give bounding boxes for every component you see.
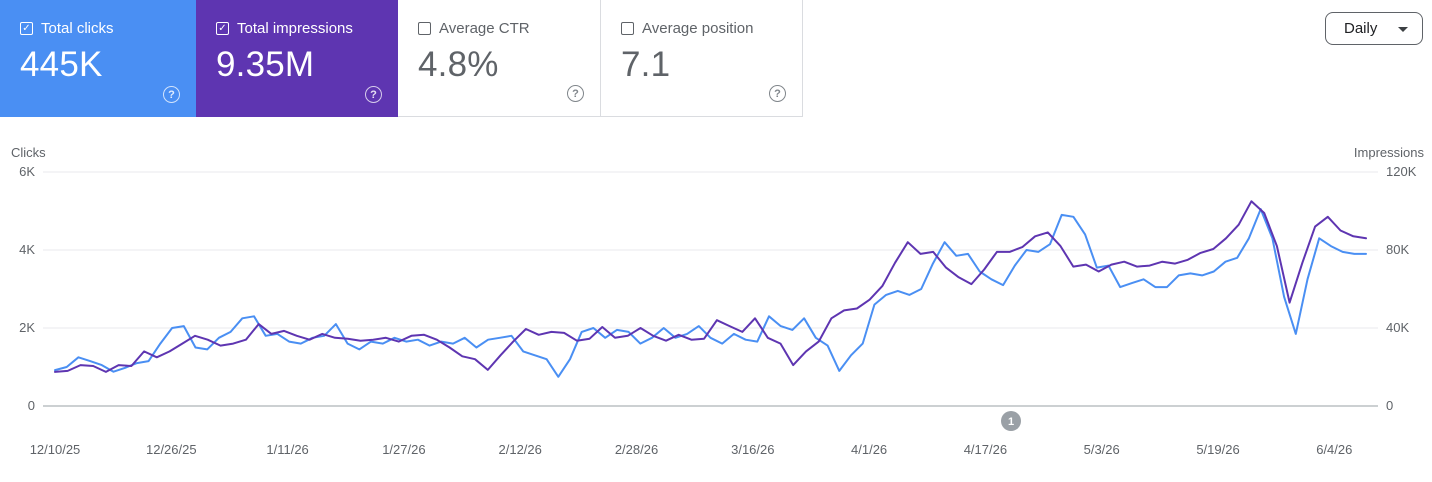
left-tick-label: 4K <box>19 242 35 257</box>
left-tick-label: 6K <box>19 164 35 179</box>
x-tick-label: 12/10/25 <box>30 442 81 457</box>
annotation-marker-label: 1 <box>1008 416 1014 428</box>
period-dropdown-value: Daily <box>1344 20 1378 37</box>
checkbox-unchecked-icon[interactable] <box>418 22 431 35</box>
period-dropdown[interactable]: Daily <box>1325 12 1423 45</box>
checkbox-checked-icon[interactable]: ✓ <box>20 22 33 35</box>
metric-card-average-ctr[interactable]: Average CTR 4.8% ? <box>398 0 601 117</box>
metric-label: Average CTR <box>439 20 530 37</box>
metric-value: 7.1 <box>621 45 671 84</box>
right-tick-label: 40K <box>1386 320 1409 335</box>
right-axis-title: Impressions <box>1354 145 1425 160</box>
annotation-marker[interactable]: 1 <box>1001 411 1021 431</box>
metric-label: Total impressions <box>237 20 353 37</box>
caret-down-icon <box>1398 27 1408 32</box>
x-tick-label: 3/16/26 <box>731 442 774 457</box>
metric-label: Total clicks <box>41 20 114 37</box>
x-tick-label: 5/3/26 <box>1084 442 1120 457</box>
x-tick-label: 2/12/26 <box>499 442 542 457</box>
help-icon[interactable]: ? <box>769 85 786 102</box>
right-tick-label: 0 <box>1386 398 1393 413</box>
help-icon[interactable]: ? <box>365 86 382 103</box>
x-tick-label: 6/4/26 <box>1316 442 1352 457</box>
left-tick-label: 2K <box>19 320 35 335</box>
x-tick-label: 1/27/26 <box>382 442 425 457</box>
x-tick-label: 4/1/26 <box>851 442 887 457</box>
metric-label: Average position <box>642 20 754 37</box>
checkmark-glyph: ✓ <box>218 22 227 34</box>
clicks-series-line <box>54 208 1367 378</box>
left-tick-label: 0 <box>28 398 35 413</box>
right-tick-label: 120K <box>1386 164 1417 179</box>
checkbox-unchecked-icon[interactable] <box>621 22 634 35</box>
metric-card-total-clicks[interactable]: ✓ Total clicks 445K ? <box>0 0 196 117</box>
impressions-series-line <box>54 200 1367 373</box>
x-tick-label: 2/28/26 <box>615 442 658 457</box>
metric-value: 9.35M <box>216 45 315 84</box>
right-tick-label: 80K <box>1386 242 1409 257</box>
metric-card-total-impressions[interactable]: ✓ Total impressions 9.35M ? <box>196 0 398 117</box>
checkmark-glyph: ✓ <box>22 22 31 34</box>
checkbox-checked-icon[interactable]: ✓ <box>216 22 229 35</box>
x-tick-label: 1/11/26 <box>266 442 308 457</box>
annotation-marker-circle[interactable] <box>1001 411 1021 431</box>
metric-cards: ✓ Total clicks 445K ? ✓ Total impression… <box>0 0 803 117</box>
x-tick-label: 4/17/26 <box>964 442 1007 457</box>
help-icon[interactable]: ? <box>567 85 584 102</box>
left-axis-title: Clicks <box>11 145 46 160</box>
metric-value: 445K <box>20 45 103 84</box>
metric-value: 4.8% <box>418 45 499 84</box>
help-icon[interactable]: ? <box>163 86 180 103</box>
x-tick-label: 5/19/26 <box>1196 442 1239 457</box>
x-tick-label: 12/26/25 <box>146 442 197 457</box>
metric-card-average-position[interactable]: Average position 7.1 ? <box>601 0 803 117</box>
